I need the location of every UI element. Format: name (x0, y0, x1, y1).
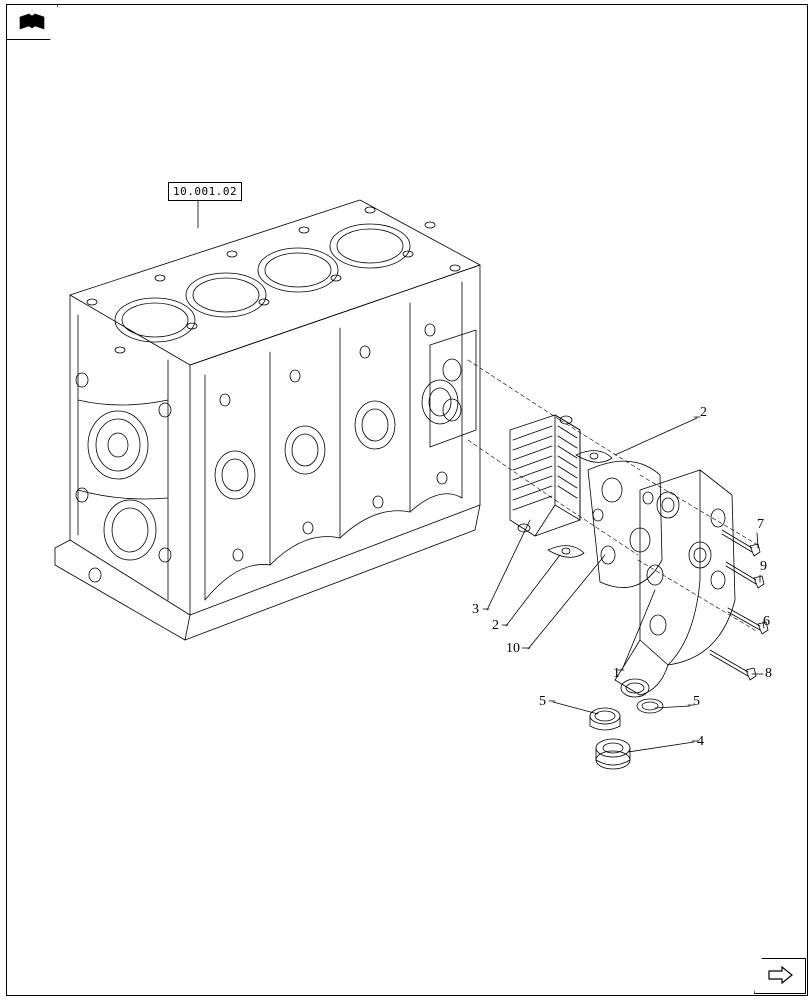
callout-9: 9 (760, 559, 767, 575)
callout-10: 10 (506, 641, 520, 657)
callout-1: 1 (613, 666, 620, 682)
callout-6: 6 (763, 614, 770, 630)
oil-cooler-assembly (468, 360, 768, 769)
callout-2a: 2 (700, 405, 707, 421)
callout-8: 8 (765, 666, 772, 682)
callout-5b: 5 (693, 694, 700, 710)
callout-7: 7 (757, 517, 764, 533)
engine-diagram (0, 0, 812, 1000)
engine-block (55, 200, 480, 640)
callout-2b: 2 (492, 618, 499, 634)
callout-4: 4 (697, 734, 704, 750)
callout-5a: 5 (539, 694, 546, 710)
callout-3: 3 (472, 602, 479, 618)
